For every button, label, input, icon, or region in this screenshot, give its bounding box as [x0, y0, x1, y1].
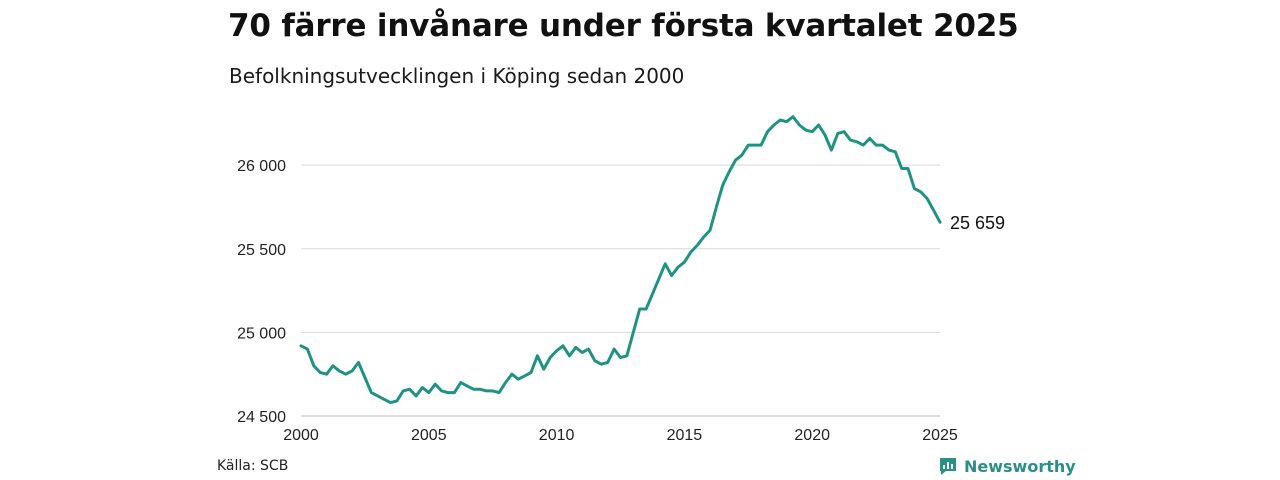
x-tick-label: 2005	[411, 427, 447, 444]
x-tick-label: 2015	[667, 427, 703, 444]
x-axis-tick-labels: 2000 2005 2010 2015 2020 2025	[283, 427, 958, 444]
y-axis-tick-labels: 24 500 25 000 25 500 26 000	[237, 158, 286, 426]
x-tick-label: 2010	[539, 427, 575, 444]
brand-name: Newsworthy	[964, 456, 1076, 476]
x-tick-label: 2000	[283, 427, 319, 444]
y-tick-label: 24 500	[237, 409, 286, 426]
newsworthy-brand[interactable]: Newsworthy	[938, 456, 1076, 476]
chart-subtitle: Befolkningsutvecklingen i Köping sedan 2…	[229, 64, 685, 88]
y-tick-label: 25 500	[237, 242, 286, 259]
last-value-label: 25 659	[950, 213, 1005, 233]
newsworthy-logo-icon	[940, 458, 956, 475]
y-tick-label: 26 000	[237, 158, 286, 175]
population-line	[299, 115, 942, 405]
gridlines	[301, 164, 940, 417]
x-tick-label: 2020	[794, 427, 830, 444]
y-tick-label: 25 000	[237, 325, 286, 342]
x-tick-label: 2025	[922, 427, 958, 444]
chart-title: 70 färre invånare under första kvartalet…	[228, 8, 1019, 44]
source-note: Källa: SCB	[217, 458, 289, 474]
